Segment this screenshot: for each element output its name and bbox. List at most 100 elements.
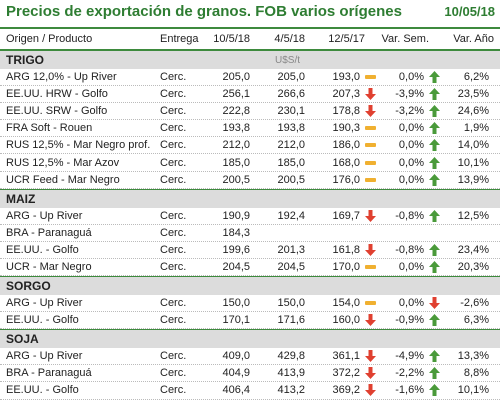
product-cell: UCR - Mar Negro	[6, 260, 92, 273]
col-v2: 4/5/18	[274, 33, 305, 45]
table-row: EE.UU. SRW - Golfo Cerc. 222,8 230,1 178,8 -3…	[0, 103, 500, 121]
price-current-cell: 204,5	[222, 260, 250, 273]
price-week-cell: 201,3	[277, 243, 305, 256]
dash-icon	[360, 75, 380, 80]
arrow-up-icon	[424, 71, 444, 84]
delivery-cell: Cerc.	[160, 243, 187, 256]
price-week-cell: 413,2	[277, 384, 305, 397]
var-week-cell: 0,0%	[398, 297, 424, 310]
var-year-cell: 14,0%	[457, 139, 489, 152]
product-cell: BRA - Paranaguá	[6, 367, 92, 380]
arrow-down-icon	[360, 350, 380, 363]
arrow-up-icon	[424, 105, 444, 118]
arrow-down-icon	[360, 314, 380, 327]
var-year-cell: 6,3%	[463, 314, 489, 327]
arrow-down-icon	[360, 105, 380, 118]
var-year-cell: 20,3%	[457, 260, 489, 273]
price-current-cell: 200,5	[222, 173, 250, 186]
price-current-cell: 406,4	[222, 384, 250, 397]
price-week-cell: 200,5	[277, 173, 305, 186]
product-cell: RUS 12,5% - Mar Negro prof.	[6, 139, 151, 152]
price-year-cell: 190,3	[332, 122, 360, 135]
product-cell: EE.UU. - Golfo	[6, 243, 79, 256]
section-name: TRIGO	[6, 53, 44, 67]
var-year-cell: 12,5%	[457, 209, 489, 222]
var-week-cell: -4,9%	[395, 350, 424, 363]
section-header: SORGO	[0, 276, 500, 296]
delivery-cell: Cerc.	[160, 260, 187, 273]
delivery-cell: Cerc.	[160, 297, 187, 310]
section-unit: U$S/t	[275, 54, 301, 66]
delivery-cell: Cerc.	[160, 71, 187, 84]
delivery-cell: Cerc.	[160, 139, 187, 152]
delivery-cell: Cerc.	[160, 226, 187, 239]
dash-icon	[360, 160, 380, 165]
product-cell: EE.UU. - Golfo	[6, 314, 79, 327]
product-cell: EE.UU. SRW - Golfo	[6, 105, 108, 118]
section-header: SOJA	[0, 329, 500, 349]
arrow-down-icon	[360, 384, 380, 397]
price-current-cell: 184,3	[222, 226, 250, 239]
price-year-cell: 169,7	[332, 209, 360, 222]
var-year-cell: 10,1%	[457, 156, 489, 169]
price-week-cell: 204,5	[277, 260, 305, 273]
arrow-down-icon	[360, 367, 380, 380]
var-year-cell: 1,9%	[463, 122, 489, 135]
price-current-cell: 256,1	[222, 88, 250, 101]
dash-icon	[360, 264, 380, 269]
price-year-cell: 193,0	[332, 71, 360, 84]
dash-icon	[360, 177, 380, 182]
price-week-cell: 171,6	[277, 314, 305, 327]
table-row: UCR - Mar Negro Cerc. 204,5 204,5 170,0 0,0% 2…	[0, 259, 500, 277]
delivery-cell: Cerc.	[160, 350, 187, 363]
price-current-cell: 205,0	[222, 71, 250, 84]
price-current-cell: 404,9	[222, 367, 250, 380]
var-week-cell: -0,8%	[395, 243, 424, 256]
report-date: 10/05/18	[444, 4, 495, 19]
var-week-cell: 0,0%	[398, 71, 424, 84]
price-week-cell: 193,8	[277, 122, 305, 135]
price-year-cell: 168,0	[332, 156, 360, 169]
price-year-cell: 176,0	[332, 173, 360, 186]
arrow-up-icon	[424, 173, 444, 186]
col-var-year: Var. Año	[453, 33, 494, 45]
price-week-cell: 266,6	[277, 88, 305, 101]
arrow-up-icon	[424, 260, 444, 273]
col-var-week: Var. Sem.	[381, 33, 429, 45]
price-week-cell: 150,0	[277, 297, 305, 310]
var-week-cell: -0,8%	[395, 209, 424, 222]
section-name: MAIZ	[6, 191, 36, 206]
table-row: RUS 12,5% - Mar Azov Cerc. 185,0 185,0 168,0…	[0, 154, 500, 172]
table-row: EE.UU. HRW - Golfo Cerc. 256,1 266,6 207,3 -3…	[0, 86, 500, 104]
price-current-cell: 199,6	[222, 243, 250, 256]
price-week-cell: 212,0	[277, 139, 305, 152]
var-year-cell: 13,3%	[457, 350, 489, 363]
arrow-down-icon	[360, 243, 380, 256]
table-row: BRA - Paranaguá Cerc. 404,9 413,9 372,2 -2,2%…	[0, 365, 500, 383]
var-week-cell: 0,0%	[398, 156, 424, 169]
arrow-up-icon	[424, 88, 444, 101]
price-current-cell: 222,8	[222, 105, 250, 118]
section-header: MAIZ	[0, 188, 500, 208]
var-year-cell: -2,6%	[460, 297, 489, 310]
delivery-cell: Cerc.	[160, 122, 187, 135]
var-week-cell: 0,0%	[398, 260, 424, 273]
page-title: Precios de exportación de granos. FOB va…	[6, 3, 402, 20]
price-current-cell: 193,8	[222, 122, 250, 135]
table-row: RUS 12,5% - Mar Negro prof. Cerc. 212,0 212…	[0, 137, 500, 155]
col-v1: 10/5/18	[213, 33, 250, 45]
delivery-cell: Cerc.	[160, 88, 187, 101]
arrow-up-icon	[424, 350, 444, 363]
var-week-cell: 0,0%	[398, 139, 424, 152]
price-year-cell: 160,0	[332, 314, 360, 327]
section-header: TRIGO U$S/t	[0, 50, 500, 69]
table-row: UCR Feed - Mar Negro Cerc. 200,5 200,5 176,0…	[0, 172, 500, 189]
product-cell: ARG - Up River	[6, 297, 83, 310]
arrow-down-icon	[424, 297, 444, 310]
product-cell: RUS 12,5% - Mar Azov	[6, 156, 120, 169]
var-year-cell: 8,8%	[463, 367, 489, 380]
arrow-up-icon	[424, 156, 444, 169]
table-row: ARG - Up River Cerc. 409,0 429,8 361,1 -4,9% 1…	[0, 348, 500, 366]
product-cell: ARG - Up River	[6, 209, 83, 222]
var-year-cell: 13,9%	[457, 173, 489, 186]
